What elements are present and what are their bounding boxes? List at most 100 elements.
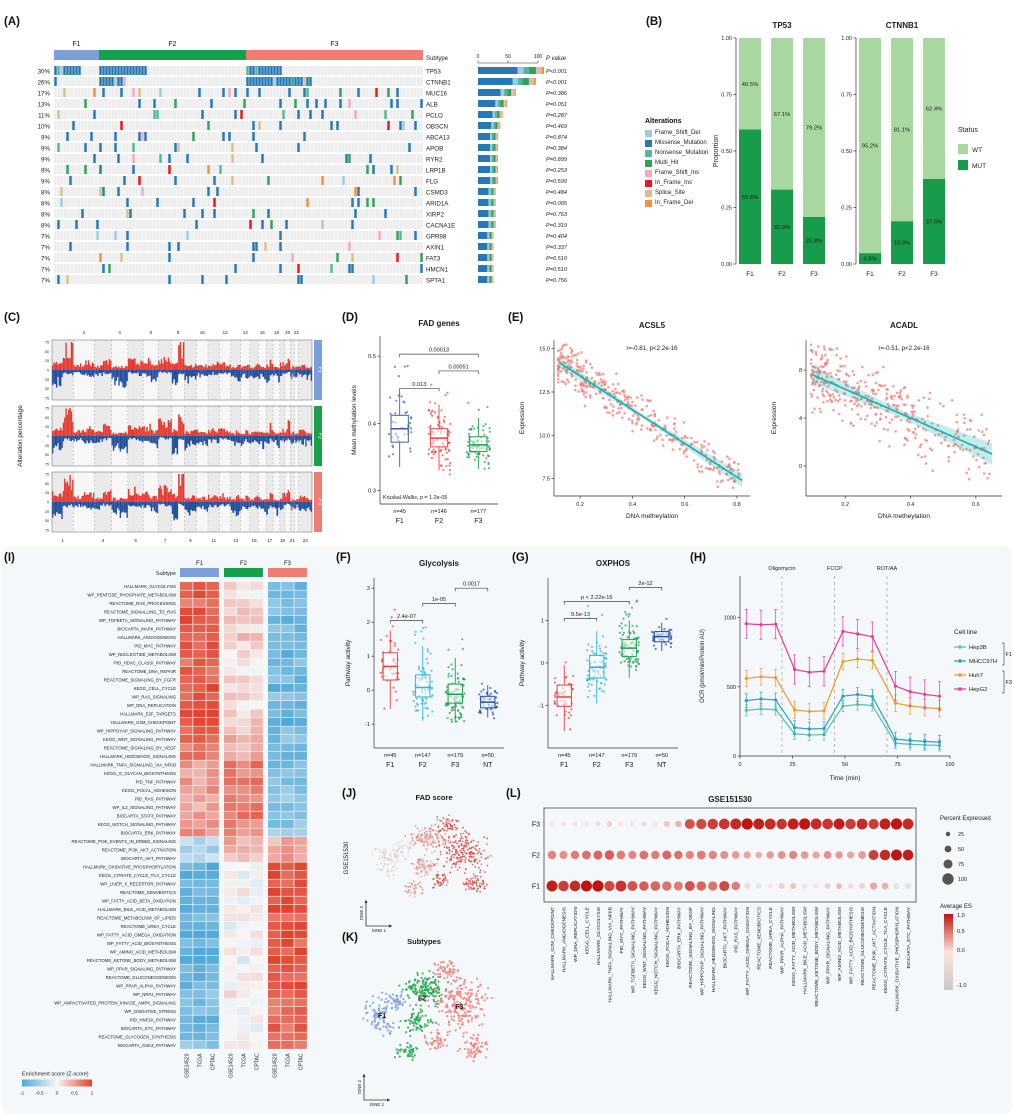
svg-text:Enrichment score (Z-score): Enrichment score (Z-score) — [22, 1072, 89, 1078]
svg-text:KEGG_O_GLYCAN_BIOSYNTHESIS: KEGG_O_GLYCAN_BIOSYNTHESIS — [104, 771, 176, 776]
svg-text:CPTAC: CPTAC — [255, 1053, 261, 1070]
svg-text:0.2: 0.2 — [576, 502, 584, 508]
svg-text:P=0.386: P=0.386 — [546, 91, 568, 97]
svg-text:XIRP2: XIRP2 — [426, 212, 444, 219]
svg-text:F1: F1 — [317, 367, 323, 373]
svg-text:WP_RAS_SIGNALING: WP_RAS_SIGNALING — [132, 695, 177, 700]
svg-text:GSE14520: GSE14520 — [228, 1053, 234, 1078]
scatter-ACADL: ACADL r=-0.51, p<2.2e-16 0.2 0.4 0.6 0 4 8 DNA m… — [771, 321, 1002, 520]
panel-f-glycolysis-box: Glycolysis Pathway activity -1 0 1 2 3 n=45 F1 n=… — [338, 554, 512, 799]
jitter-points — [387, 364, 413, 458]
svg-text:FCCP: FCCP — [827, 566, 842, 572]
panel-c-cnv: Alteration percentage 2 4 6 8 10 12 14 16 18 20 22 1… — [12, 314, 342, 553]
svg-text:75: 75 — [45, 473, 49, 477]
svg-text:P=0.005: P=0.005 — [546, 201, 568, 207]
svg-text:F3: F3 — [451, 762, 459, 769]
svg-text:3: 3 — [367, 586, 370, 592]
panel-label-l: (L) — [506, 788, 521, 800]
alteration-legend-item: Missense_Mutation — [645, 138, 751, 148]
svg-text:CTNNB1: CTNNB1 — [886, 21, 919, 30]
svg-text:P=0.510: P=0.510 — [546, 267, 568, 273]
svg-text:KEGG_FOCAL_ADHESION: KEGG_FOCAL_ADHESION — [122, 788, 176, 793]
svg-text:CPTAC: CPTAC — [211, 1053, 217, 1070]
svg-text:WP_AMPACTIVATED_PROTEIN_KINASE: WP_AMPACTIVATED_PROTEIN_KINASE_AMPK_SIGN… — [54, 1001, 176, 1006]
svg-text:CACNA1E: CACNA1E — [426, 223, 455, 230]
section-background — [2, 546, 1012, 1114]
svg-text:11%: 11% — [38, 113, 50, 120]
svg-text:19: 19 — [280, 538, 286, 543]
heatmap-canvas: F1 F2 F3 Subtype HALLMARK_GLYCOLYSIS WP_PENTO… — [20, 561, 307, 1097]
svg-text:Expression: Expression — [519, 402, 526, 435]
svg-text:Expression: Expression — [771, 402, 778, 435]
svg-text:0.0017: 0.0017 — [463, 582, 480, 588]
svg-text:16: 16 — [260, 330, 266, 335]
svg-text:F3: F3 — [1006, 680, 1012, 686]
svg-text:9%: 9% — [41, 135, 50, 142]
svg-text:WP_NUCLEOTIDE_METABOLISM: WP_NUCLEOTIDE_METABOLISM — [109, 652, 177, 657]
svg-text:PCLO: PCLO — [426, 113, 443, 120]
svg-text:9%: 9% — [41, 157, 50, 164]
svg-text:15.0: 15.0 — [539, 347, 550, 353]
svg-text:Subtype: Subtype — [426, 56, 449, 62]
svg-text:P=0.404: P=0.404 — [546, 234, 567, 240]
svg-text:75: 75 — [894, 762, 900, 768]
svg-text:20: 20 — [285, 330, 291, 335]
svg-text:11: 11 — [211, 538, 216, 543]
svg-text:8%: 8% — [41, 190, 50, 197]
svg-text:12.5: 12.5 — [539, 390, 550, 396]
panel-b-mutation-bars: Proportion TP53 0.00 0.25 0.50 0.75 1.00 40.5% 5… — [660, 14, 1014, 311]
svg-text:REACTOME_SIGNALLING_TO_RAS: REACTOME_SIGNALLING_TO_RAS — [104, 610, 176, 615]
svg-text:0.00: 0.00 — [721, 262, 732, 268]
svg-text:95.2%: 95.2% — [862, 144, 878, 150]
scatter-points — [556, 343, 741, 489]
svg-text:50: 50 — [45, 350, 49, 354]
svg-text:RYR2: RYR2 — [426, 157, 443, 164]
svg-text:25: 25 — [45, 378, 49, 382]
svg-text:FAT3: FAT3 — [426, 256, 441, 263]
svg-text:50: 50 — [45, 519, 49, 523]
alteration-color-swatch — [645, 169, 652, 177]
svg-text:50: 50 — [45, 453, 49, 457]
svg-text:30%: 30% — [38, 69, 51, 76]
svg-text:WP_PPAR_ALPHA_PATHWAY: WP_PPAR_ALPHA_PATHWAY — [116, 984, 176, 989]
svg-text:TCGA: TCGA — [197, 1053, 203, 1068]
svg-text:F1: F1 — [196, 561, 204, 567]
svg-text:7%: 7% — [41, 256, 50, 263]
svg-text:OXPHOS: OXPHOS — [596, 559, 631, 568]
svg-text:n=45: n=45 — [384, 753, 397, 759]
pathway-heatmap: F1 F2 F3 Subtype HALLMARK_GLYCOLYSIS WP_PENTO… — [20, 561, 307, 1097]
svg-text:Proportion: Proportion — [713, 135, 720, 167]
svg-text:WP_IL2_SIGNALING_PATHWAY: WP_IL2_SIGNALING_PATHWAY — [112, 805, 176, 810]
panel-label-c: (C) — [4, 312, 20, 324]
svg-text:REACTOME_SIGNALING_BY_VEGF: REACTOME_SIGNALING_BY_VEGF — [104, 746, 177, 751]
svg-text:ROT/AA: ROT/AA — [877, 566, 898, 572]
alterations-legend: Alterations Frame_Shift_Del Missense_Muta… — [645, 118, 751, 208]
svg-text:1: 1 — [61, 538, 64, 543]
svg-text:25: 25 — [45, 444, 49, 448]
svg-text:WP_FATTY_ACID_BETA_OXIDATION: WP_FATTY_ACID_BETA_OXIDATION — [102, 899, 176, 904]
svg-text:CPTAC: CPTAC — [299, 1053, 305, 1070]
svg-text:0: 0 — [56, 1091, 59, 1097]
tsne-points — [371, 814, 492, 898]
svg-text:P=0.874: P=0.874 — [546, 135, 567, 141]
svg-text:7%: 7% — [41, 234, 50, 241]
svg-text:ACADL: ACADL — [890, 321, 918, 330]
svg-text:0.4: 0.4 — [368, 421, 377, 427]
svg-text:0.50: 0.50 — [841, 149, 852, 155]
scatter-ACSL5: ACSL5 r=-0.81, p<2.2e-16 0.2 0.4 0.6 0.8 7.5 10… — [519, 321, 750, 520]
svg-text:1e-05: 1e-05 — [432, 597, 446, 603]
svg-text:18.9%: 18.9% — [894, 241, 910, 247]
svg-text:9%: 9% — [41, 146, 50, 153]
svg-text:25: 25 — [45, 491, 49, 495]
svg-text:ALB: ALB — [426, 102, 438, 109]
panel-k-tsne-subtypes: Subtypes F1 F2 F3 tSNE 1 tSNE 2 — [340, 934, 508, 1117]
panel-label-g: (G) — [512, 552, 529, 564]
svg-text:F2: F2 — [168, 41, 176, 48]
svg-text:REACTOME_GLYCOGEN_SYNTHESIS: REACTOME_GLYCOGEN_SYNTHESIS — [99, 1035, 177, 1040]
svg-text:9: 9 — [189, 538, 192, 543]
svg-text:n=147: n=147 — [589, 753, 605, 759]
svg-text:Cell line: Cell line — [954, 629, 978, 636]
svg-text:HALLMARK_HEDGEHOG_SIGNALING: HALLMARK_HEDGEHOG_SIGNALING — [100, 754, 177, 759]
svg-text:n=179: n=179 — [621, 753, 637, 759]
svg-text:P=0.510: P=0.510 — [546, 256, 568, 262]
